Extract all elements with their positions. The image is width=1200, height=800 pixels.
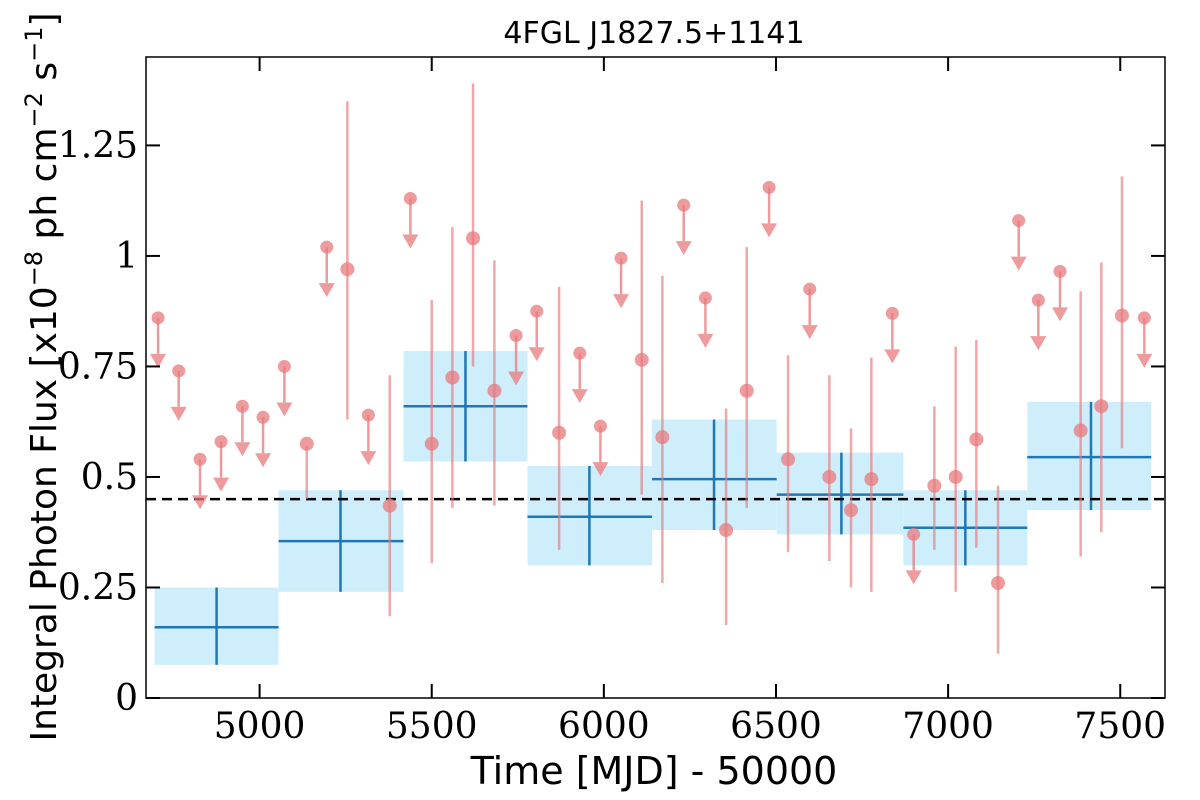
y-tick-label-2: 0.5 bbox=[81, 457, 138, 498]
detection-point-10 bbox=[719, 523, 734, 538]
upper-limit-arrow-12 bbox=[571, 389, 588, 404]
plot-frame bbox=[145, 56, 1166, 699]
upper-limit-point-12 bbox=[573, 346, 587, 360]
detection-point-12 bbox=[781, 452, 796, 467]
detection-point-14 bbox=[844, 503, 859, 518]
detection-point-1 bbox=[340, 262, 355, 277]
upper-limit-point-22 bbox=[1031, 293, 1045, 307]
detection-point-15 bbox=[864, 472, 879, 487]
x-tick-label-5: 7500 bbox=[1074, 706, 1166, 747]
detection-point-20 bbox=[1073, 423, 1088, 438]
upper-limit-arrow-21 bbox=[1010, 256, 1027, 271]
upper-limit-arrow-19 bbox=[884, 349, 901, 364]
x-tick-label-0: 5000 bbox=[214, 706, 306, 747]
detection-point-19 bbox=[991, 576, 1006, 591]
upper-limit-arrow-22 bbox=[1030, 336, 1047, 351]
upper-limit-arrow-0 bbox=[150, 353, 167, 368]
detection-point-0 bbox=[299, 436, 314, 451]
upper-limit-point-4 bbox=[235, 399, 249, 413]
upper-limit-point-14 bbox=[614, 251, 628, 265]
upper-limit-arrow-23 bbox=[1052, 307, 1069, 322]
x-tick-label-1: 5500 bbox=[386, 706, 478, 747]
axis-ticks: 5000 5500 6000 6500 7000 7500 0 0.25 0.5 0.75 1 1.2… bbox=[58, 57, 1166, 747]
detection-point-9 bbox=[655, 430, 670, 445]
upper-limit-series bbox=[150, 180, 1153, 585]
upper-limit-point-21 bbox=[1012, 214, 1026, 228]
upper-limit-point-10 bbox=[509, 329, 523, 343]
x-tick-label-4: 7000 bbox=[902, 706, 994, 747]
upper-limit-arrow-18 bbox=[801, 325, 818, 340]
upper-limit-arrow-4 bbox=[234, 442, 251, 457]
x-axis-label: Time [MJD] - 50000 bbox=[470, 749, 838, 793]
upper-limit-arrow-7 bbox=[318, 283, 335, 298]
upper-limit-point-19 bbox=[885, 306, 899, 320]
detection-point-2 bbox=[382, 498, 397, 513]
upper-limit-arrow-24 bbox=[1136, 353, 1153, 368]
upper-limit-arrow-2 bbox=[192, 495, 209, 510]
upper-limit-arrow-11 bbox=[528, 347, 545, 362]
upper-limit-point-13 bbox=[593, 419, 607, 433]
detection-point-5 bbox=[466, 231, 481, 246]
detection-point-22 bbox=[1114, 308, 1129, 323]
detection-point-17 bbox=[948, 469, 963, 484]
upper-limit-point-3 bbox=[214, 435, 228, 449]
y-tick-label-0: 0 bbox=[115, 678, 138, 719]
upper-limit-arrow-10 bbox=[508, 371, 525, 386]
upper-limit-point-5 bbox=[256, 410, 270, 424]
upper-limit-point-1 bbox=[172, 364, 186, 378]
upper-limit-arrow-15 bbox=[675, 241, 692, 256]
upper-limit-arrow-13 bbox=[592, 462, 609, 477]
detection-point-8 bbox=[634, 352, 649, 367]
detection-point-21 bbox=[1094, 399, 1109, 414]
upper-limit-arrow-5 bbox=[255, 453, 272, 468]
upper-limit-point-23 bbox=[1053, 264, 1067, 278]
detection-point-7 bbox=[552, 425, 567, 440]
y-tick-label-5: 1.25 bbox=[58, 125, 138, 166]
detection-series bbox=[299, 83, 1129, 654]
y-tick-label-4: 1 bbox=[115, 236, 138, 277]
detection-point-6 bbox=[487, 383, 502, 398]
upper-limit-point-9 bbox=[403, 191, 417, 205]
upper-limit-point-17 bbox=[762, 180, 776, 194]
upper-limit-point-7 bbox=[320, 240, 334, 254]
upper-limit-point-18 bbox=[803, 282, 817, 296]
detection-point-4 bbox=[445, 370, 460, 385]
upper-limit-arrow-1 bbox=[170, 406, 187, 421]
upper-limit-arrow-3 bbox=[213, 477, 230, 492]
x-tick-label-3: 6500 bbox=[730, 706, 822, 747]
binned-flux-series bbox=[154, 350, 1152, 665]
detection-point-13 bbox=[822, 469, 837, 484]
upper-limit-point-15 bbox=[677, 198, 691, 212]
upper-limit-arrow-17 bbox=[761, 223, 778, 238]
y-axis-label: Integral Photon Flux [x10−8 ph cm−2 s−1] bbox=[20, 12, 65, 741]
y-tick-label-3: 0.75 bbox=[58, 346, 138, 387]
upper-limit-point-0 bbox=[151, 311, 165, 325]
upper-limit-point-8 bbox=[361, 408, 375, 422]
detection-point-11 bbox=[739, 383, 754, 398]
upper-limit-arrow-9 bbox=[402, 234, 419, 249]
upper-limit-point-6 bbox=[277, 359, 291, 373]
upper-limit-point-24 bbox=[1137, 311, 1151, 325]
detection-point-18 bbox=[969, 432, 984, 447]
upper-limit-arrow-14 bbox=[613, 294, 630, 309]
upper-limit-arrow-8 bbox=[360, 451, 377, 466]
chart-title: 4FGL J1827.5+1141 bbox=[503, 16, 804, 51]
upper-limit-arrow-16 bbox=[697, 333, 714, 348]
upper-limit-point-16 bbox=[698, 291, 712, 305]
upper-limit-arrow-20 bbox=[905, 570, 922, 585]
upper-limit-point-2 bbox=[193, 452, 207, 466]
detection-point-3 bbox=[424, 436, 439, 451]
y-tick-label-1: 0.25 bbox=[58, 567, 138, 608]
detection-point-16 bbox=[927, 478, 942, 493]
upper-limit-point-11 bbox=[530, 304, 544, 318]
x-tick-label-2: 6000 bbox=[558, 706, 650, 747]
upper-limit-arrow-6 bbox=[276, 402, 293, 417]
upper-limit-point-20 bbox=[907, 527, 921, 541]
